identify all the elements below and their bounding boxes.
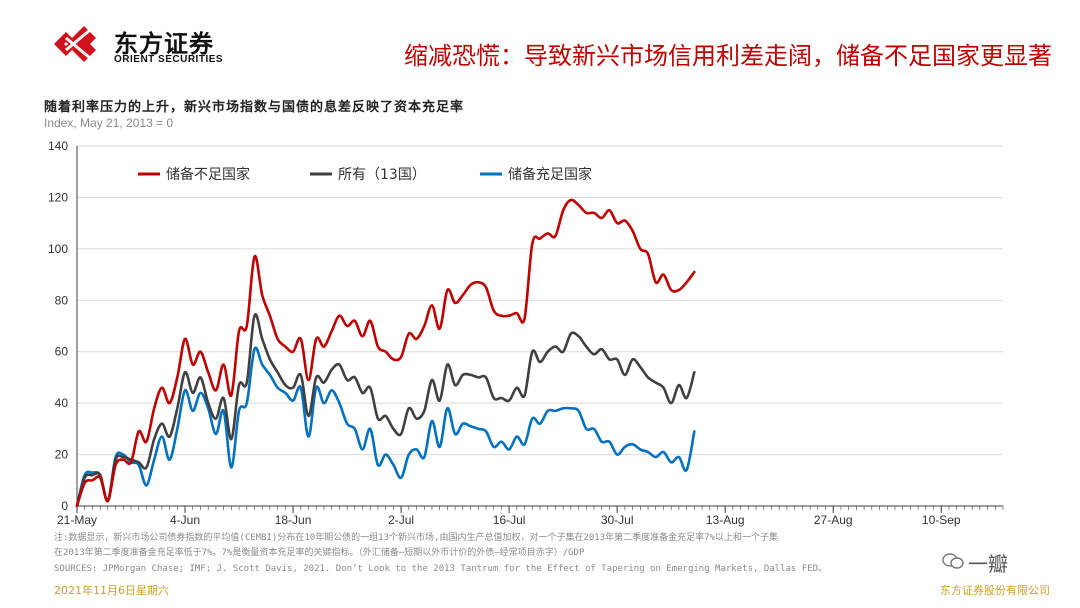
series-line-0 — [75, 198, 696, 508]
footer-company: 东方证券股份有限公司 — [940, 584, 1050, 597]
y-tick-label: 100 — [48, 242, 68, 256]
series-lines — [75, 198, 696, 508]
series-line-2 — [75, 346, 696, 508]
y-tick-label: 140 — [48, 139, 68, 153]
y-tick-label: 60 — [55, 345, 69, 359]
chart-legend: 储备不足国家 所有（13国） 储备充足国家 — [138, 166, 592, 183]
logo: 东方证券 ORIENT SECURITIES — [50, 24, 260, 70]
x-tick-label: 10-Sep — [922, 513, 961, 527]
y-axis-labels: 0 20 40 60 80 100 120 140 — [48, 139, 68, 513]
x-axis-labels: 21-May 4-Jun 18-Jun 2-Jul 16-Jul 30-Jul 13-Aug… — [57, 513, 961, 527]
chart-axes — [76, 145, 1004, 513]
y-tick-label: 80 — [55, 293, 69, 307]
x-tick-label: 18-Jun — [275, 513, 312, 527]
x-tick-label: 4-Jun — [170, 513, 200, 527]
series-line-1 — [75, 313, 696, 508]
x-tick-label: 21-May — [57, 513, 97, 527]
x-tick-label: 13-Aug — [706, 513, 745, 527]
note-line-1: 注:数据显示，新兴市场公司债券指数的平均值(CEMBI)分布在10年期公债的一组… — [54, 533, 778, 543]
x-tick-label: 30-Jul — [601, 513, 634, 527]
legend-label: 储备不足国家 — [166, 166, 250, 183]
watermark: 一瓣 — [968, 552, 1008, 576]
orient-logo-icon — [54, 26, 96, 62]
y-tick-label: 20 — [55, 448, 69, 462]
y-tick-label: 40 — [55, 396, 69, 410]
footer-date: 2021年11月6日星期六 — [54, 584, 169, 597]
sources-line: SOURCES: JPMorgan Chase; IMF; J. Scott D… — [54, 564, 828, 574]
note-line-2: 在2013年第二季度准备金充足率低于7%。7%是衡量资本充足率的关键指标。（外汇… — [54, 548, 585, 558]
chart-title: 随着利率压力的上升，新兴市场指数与国债的息差反映了资本充足率 — [44, 100, 465, 115]
legend-label: 所有（13国） — [338, 167, 426, 183]
logo-text-en: ORIENT SECURITIES — [114, 54, 224, 65]
wechat-icon — [942, 553, 964, 569]
page-headline: 缩减恐慌：导致新兴市场信用利差走阔，储备不足国家更显著 — [404, 42, 1052, 70]
x-tick-label: 16-Jul — [493, 513, 526, 527]
index-note: Index, May 21, 2013 = 0 — [44, 116, 174, 130]
y-tick-label: 120 — [48, 190, 68, 204]
y-tick-label: 0 — [61, 499, 68, 513]
logo-text-cn: 东方证券 — [114, 30, 214, 58]
legend-label: 储备充足国家 — [508, 166, 592, 183]
x-tick-label: 27-Aug — [814, 513, 853, 527]
x-tick-label: 2-Jul — [388, 513, 414, 527]
